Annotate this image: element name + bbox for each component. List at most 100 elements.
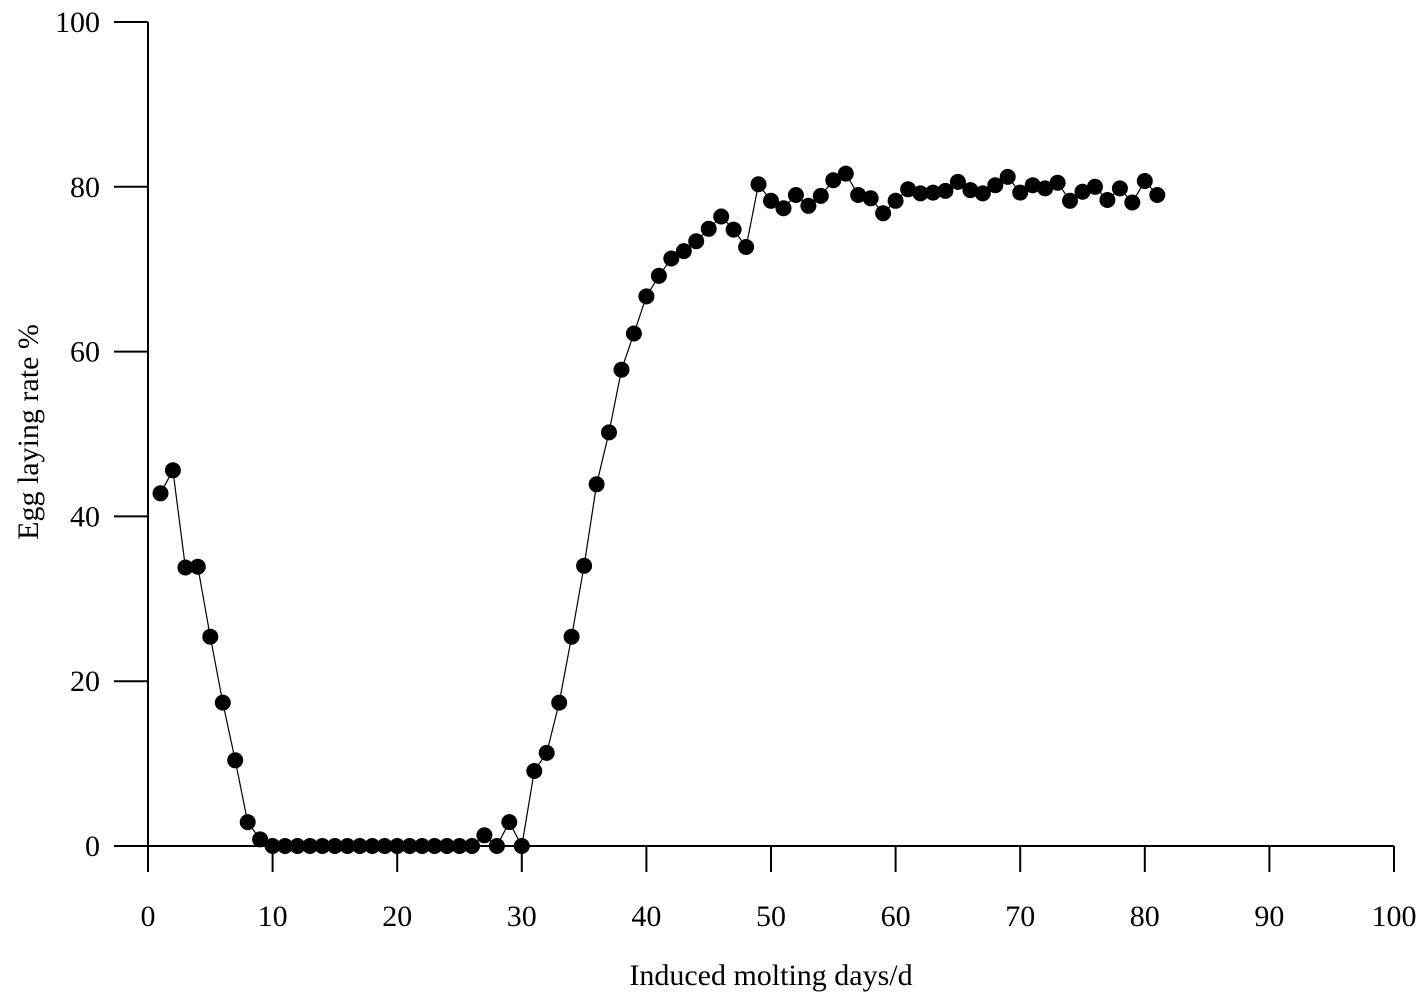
data-point — [638, 288, 655, 305]
data-point — [812, 187, 829, 204]
y-ticks: 0 20 40 60 80 100 — [55, 6, 148, 863]
x-tick-label: 30 — [507, 900, 537, 933]
data-point — [650, 267, 667, 284]
data-point — [1136, 173, 1153, 189]
x-ticks: 0 10 20 30 40 50 60 70 80 90 100 — [141, 846, 1417, 933]
data-point — [999, 168, 1016, 185]
data-point — [1012, 184, 1029, 201]
data-point — [277, 838, 294, 854]
data-point — [1037, 180, 1054, 197]
data-point — [202, 628, 219, 645]
data-point — [775, 200, 792, 217]
series-group — [152, 165, 1166, 854]
data-point — [663, 250, 680, 267]
y-tick-label: 20 — [70, 665, 100, 698]
x-tick-label: 40 — [631, 900, 661, 933]
x-tick-label: 90 — [1254, 900, 1284, 933]
data-point — [264, 838, 281, 854]
y-tick-label: 80 — [70, 171, 100, 204]
data-point — [526, 763, 543, 779]
data-point — [563, 628, 580, 645]
x-tick-label: 80 — [1130, 900, 1160, 933]
data-point — [451, 838, 468, 854]
data-point — [339, 838, 356, 854]
data-point — [688, 233, 705, 250]
data-point — [862, 190, 879, 207]
data-point — [787, 187, 804, 203]
data-point — [875, 205, 892, 222]
data-point — [214, 694, 231, 711]
data-point — [252, 831, 269, 848]
data-point — [601, 424, 617, 441]
data-point — [464, 838, 480, 854]
data-point — [164, 462, 181, 479]
x-tick-label: 50 — [756, 900, 786, 933]
data-point — [177, 559, 194, 576]
data-point — [625, 325, 642, 342]
data-point — [887, 192, 904, 209]
data-point — [376, 838, 393, 854]
data-point — [763, 192, 779, 209]
data-point — [326, 838, 343, 854]
y-tick-label: 60 — [70, 336, 100, 369]
data-point — [1049, 174, 1066, 191]
data-point — [588, 476, 605, 493]
data-point — [1024, 177, 1041, 194]
x-tick-label: 20 — [382, 900, 412, 933]
data-point — [227, 752, 244, 769]
data-point — [1099, 192, 1116, 208]
y-tick-label: 0 — [85, 830, 100, 863]
data-point — [900, 181, 917, 198]
data-point — [551, 694, 568, 711]
y-tick-label: 40 — [70, 500, 100, 533]
data-point — [613, 361, 630, 378]
data-point — [364, 838, 381, 854]
data-point — [1087, 178, 1103, 195]
axes — [114, 22, 1394, 847]
data-point — [501, 814, 518, 831]
data-point — [700, 220, 717, 237]
x-tick-label: 70 — [1005, 900, 1035, 933]
data-point — [912, 185, 929, 202]
data-point — [738, 239, 755, 255]
data-point — [426, 838, 443, 854]
data-point — [389, 838, 406, 854]
data-point — [189, 558, 206, 575]
data-point — [713, 208, 730, 225]
data-point — [476, 827, 493, 844]
y-tick-label: 100 — [55, 6, 100, 39]
data-point — [239, 814, 256, 831]
data-point — [1111, 180, 1128, 197]
data-point — [837, 165, 854, 182]
x-tick-label: 0 — [141, 900, 156, 933]
data-point — [825, 172, 842, 189]
data-point — [937, 182, 954, 199]
data-point — [152, 485, 169, 502]
data-point — [1074, 183, 1091, 200]
data-point — [414, 838, 431, 854]
data-point — [949, 173, 966, 190]
data-point — [925, 184, 941, 201]
data-point — [513, 838, 530, 854]
data-point — [576, 557, 593, 574]
data-point — [800, 197, 817, 214]
data-point — [725, 221, 742, 238]
data-point — [1149, 187, 1166, 203]
data-point — [538, 744, 555, 761]
data-point — [314, 838, 331, 854]
y-axis-label: Egg laying rate % — [12, 324, 45, 540]
data-point — [1062, 192, 1078, 209]
data-point — [750, 176, 767, 193]
data-point — [1124, 194, 1141, 211]
data-point — [962, 182, 979, 199]
data-point — [987, 177, 1004, 194]
x-tick-label: 10 — [258, 900, 288, 933]
data-point — [439, 838, 455, 854]
x-axis-label: Induced molting days/d — [629, 959, 912, 992]
data-point — [401, 838, 418, 854]
x-tick-label: 100 — [1372, 900, 1417, 933]
data-point — [675, 243, 692, 260]
data-point — [302, 838, 318, 854]
data-point — [488, 838, 505, 854]
